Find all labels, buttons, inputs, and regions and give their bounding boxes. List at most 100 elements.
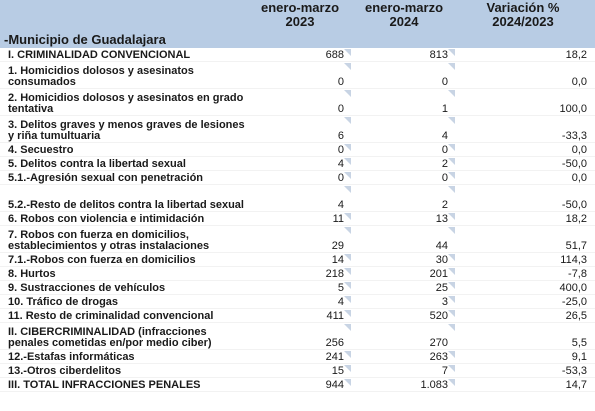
- comment-indicator-icon: [448, 268, 455, 275]
- cell-v2024[interactable]: 813: [352, 48, 456, 62]
- cell-v2023[interactable]: 4: [248, 294, 352, 309]
- cell-v2023[interactable]: 6: [248, 115, 352, 143]
- cell-value: 29: [331, 240, 344, 252]
- cell-var[interactable]: 18,2: [456, 48, 595, 62]
- cell-value: 4: [337, 296, 344, 308]
- cell-var[interactable]: 18,2: [456, 211, 595, 226]
- cell-value: 14: [331, 254, 344, 266]
- comment-indicator-icon: [448, 186, 455, 193]
- cell-var[interactable]: -53,3: [456, 363, 595, 378]
- cell-v2024[interactable]: 201: [352, 266, 456, 281]
- data-table: I. CRIMINALIDAD CONVENCIONAL 688 813 18,2 1.…: [0, 48, 595, 392]
- comment-indicator-icon: [344, 282, 351, 289]
- row-label: 7. Robos con fuerza en domicilios, estab…: [0, 225, 248, 253]
- cell-v2023[interactable]: 5: [248, 280, 352, 295]
- cell-value: 4: [337, 158, 344, 170]
- cell-v2024[interactable]: 0: [352, 61, 456, 89]
- header-col-variation-line1: Variación %: [486, 0, 560, 15]
- cell-v2023[interactable]: 4: [248, 156, 352, 171]
- cell-var[interactable]: 0,0: [456, 170, 595, 185]
- cell-v2024[interactable]: 1.083: [352, 377, 456, 392]
- cell-var[interactable]: -7,8: [456, 266, 595, 281]
- cell-v2024[interactable]: 4: [352, 115, 456, 143]
- comment-indicator-icon: [344, 227, 351, 234]
- cell-value: -50,0: [561, 199, 587, 211]
- cell-v2024[interactable]: 7: [352, 363, 456, 378]
- cell-v2023[interactable]: 688: [248, 48, 352, 62]
- table-row: 5.1.-Agresión sexual con penetración 0 0 0,…: [0, 170, 595, 185]
- cell-var[interactable]: -25,0: [456, 294, 595, 309]
- cell-var[interactable]: 114,3: [456, 252, 595, 267]
- cell-var[interactable]: 51,7: [456, 225, 595, 253]
- cell-var[interactable]: -50,0: [456, 184, 595, 212]
- row-label: 10. Tráfico de drogas: [0, 294, 248, 309]
- row-label: III. TOTAL INFRACCIONES PENALES: [0, 377, 248, 392]
- cell-value: 114,3: [560, 254, 587, 266]
- cell-v2024[interactable]: 30: [352, 252, 456, 267]
- cell-var[interactable]: 14,7: [456, 377, 595, 392]
- cell-var[interactable]: 26,5: [456, 308, 595, 323]
- cell-v2024[interactable]: 25: [352, 280, 456, 295]
- comment-indicator-icon: [344, 379, 351, 386]
- cell-v2024[interactable]: 0: [352, 142, 456, 157]
- cell-v2023[interactable]: 256: [248, 322, 352, 350]
- cell-v2023[interactable]: 0: [248, 142, 352, 157]
- cell-value: 2: [441, 158, 448, 170]
- header-col-variation: Variación % 2024/2023: [460, 1, 586, 29]
- cell-value: 30: [435, 254, 448, 266]
- cell-v2023[interactable]: 944: [248, 377, 352, 392]
- cell-var[interactable]: -50,0: [456, 156, 595, 171]
- cell-value: 3: [441, 296, 448, 308]
- cell-value: 11: [332, 213, 344, 225]
- row-label: 5.2.-Resto de delitos contra la libertad…: [0, 184, 248, 212]
- cell-v2024[interactable]: 263: [352, 349, 456, 364]
- cell-v2024[interactable]: 2: [352, 156, 456, 171]
- cell-var[interactable]: 0,0: [456, 61, 595, 89]
- cell-var[interactable]: -33,3: [456, 115, 595, 143]
- cell-v2023[interactable]: 4: [248, 184, 352, 212]
- comment-indicator-icon: [344, 172, 351, 179]
- cell-v2024[interactable]: 520: [352, 308, 456, 323]
- cell-var[interactable]: 5,5: [456, 322, 595, 350]
- cell-v2023[interactable]: 0: [248, 170, 352, 185]
- cell-v2024[interactable]: 13: [352, 211, 456, 226]
- cell-v2023[interactable]: 29: [248, 225, 352, 253]
- table-row: 7. Robos con fuerza en domicilios, estab…: [0, 225, 595, 253]
- comment-indicator-icon: [448, 310, 455, 317]
- cell-v2023[interactable]: 14: [248, 252, 352, 267]
- cell-v2024[interactable]: 2: [352, 184, 456, 212]
- cell-v2024[interactable]: 0: [352, 170, 456, 185]
- cell-v2023[interactable]: 218: [248, 266, 352, 281]
- cell-v2024[interactable]: 44: [352, 225, 456, 253]
- row-label: 6. Robos con violencia e intimidación: [0, 211, 248, 226]
- cell-v2023[interactable]: 241: [248, 349, 352, 364]
- cell-v2023[interactable]: 15: [248, 363, 352, 378]
- cell-value: 0: [441, 76, 448, 88]
- cell-value: 4: [337, 199, 344, 211]
- table-row: 4. Secuestro 0 0 0,0: [0, 142, 595, 157]
- cell-var[interactable]: 9,1: [456, 349, 595, 364]
- comment-indicator-icon: [344, 324, 351, 331]
- cell-v2023[interactable]: 0: [248, 88, 352, 116]
- cell-v2023[interactable]: 0: [248, 61, 352, 89]
- header-col-2024-line2: 2024: [389, 14, 419, 29]
- cell-var[interactable]: 400,0: [456, 280, 595, 295]
- cell-var[interactable]: 100,0: [456, 88, 595, 116]
- table-row: 3. Delitos graves y menos graves de lesi…: [0, 115, 595, 143]
- cell-v2023[interactable]: 11: [248, 211, 352, 226]
- table-row: 10. Tráfico de drogas 4 3 -25,0: [0, 294, 595, 309]
- cell-var[interactable]: 0,0: [456, 142, 595, 157]
- cell-value: 5: [337, 282, 344, 294]
- header-col-2023: enero-marzo 2023: [248, 1, 352, 29]
- cell-value: 0: [337, 172, 344, 184]
- cell-value: 241: [325, 351, 344, 363]
- cell-v2023[interactable]: 411: [248, 308, 352, 323]
- row-label: 13.-Otros ciberdelitos: [0, 363, 248, 378]
- comment-indicator-icon: [448, 324, 455, 331]
- comment-indicator-icon: [344, 351, 351, 358]
- cell-value: 411: [326, 310, 344, 322]
- cell-v2024[interactable]: 3: [352, 294, 456, 309]
- cell-v2024[interactable]: 270: [352, 322, 456, 350]
- cell-value: 218: [325, 268, 344, 280]
- cell-v2024[interactable]: 1: [352, 88, 456, 116]
